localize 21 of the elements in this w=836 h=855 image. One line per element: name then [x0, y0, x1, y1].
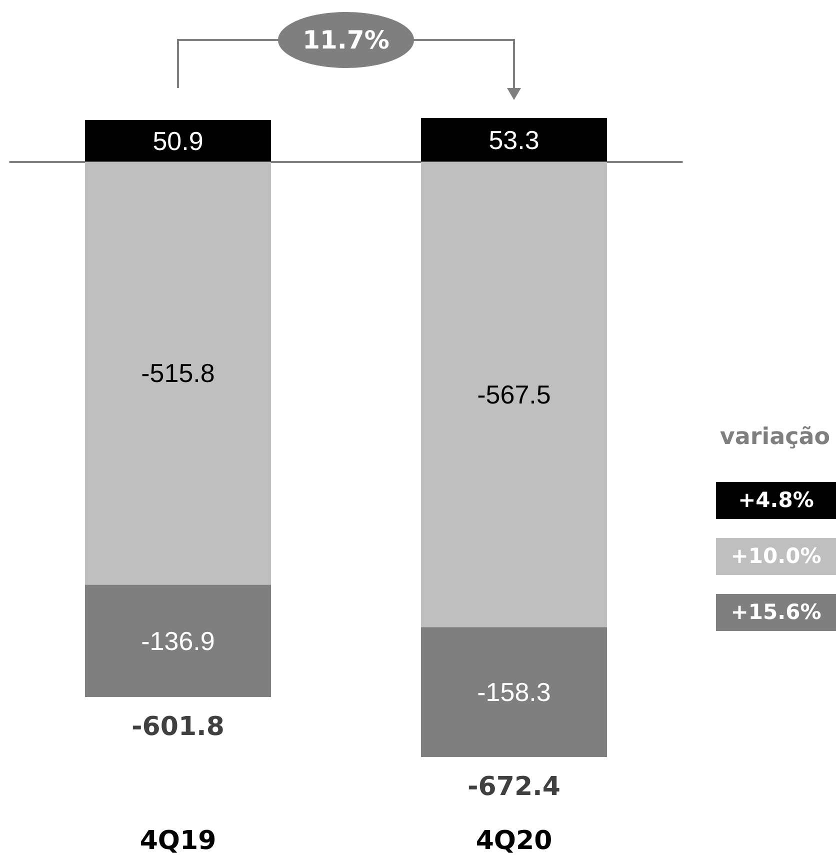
text: +10.0% — [730, 544, 822, 568]
text: 11.7% — [302, 26, 390, 54]
text: +15.6% — [730, 600, 822, 624]
bar — [421, 627, 607, 757]
data-label: 53.3 — [488, 124, 540, 155]
data-label: -515.8 — [141, 358, 215, 388]
text: variação — [720, 424, 830, 450]
x-tick-label: 4Q20 — [476, 826, 552, 855]
bar — [85, 162, 271, 585]
bar — [85, 120, 271, 162]
text: +4.8% — [738, 488, 814, 512]
bar — [85, 584, 271, 698]
bar — [421, 118, 607, 162]
bar — [421, 162, 607, 628]
data-label: -567.5 — [477, 379, 551, 410]
total-label: -672.4 — [467, 772, 561, 802]
data-label: -136.9 — [141, 626, 215, 656]
total-label: -601.8 — [131, 712, 225, 742]
data-label: -158.3 — [477, 677, 551, 708]
x-tick-label: 4Q19 — [140, 826, 216, 855]
data-label: 50.9 — [152, 126, 204, 156]
